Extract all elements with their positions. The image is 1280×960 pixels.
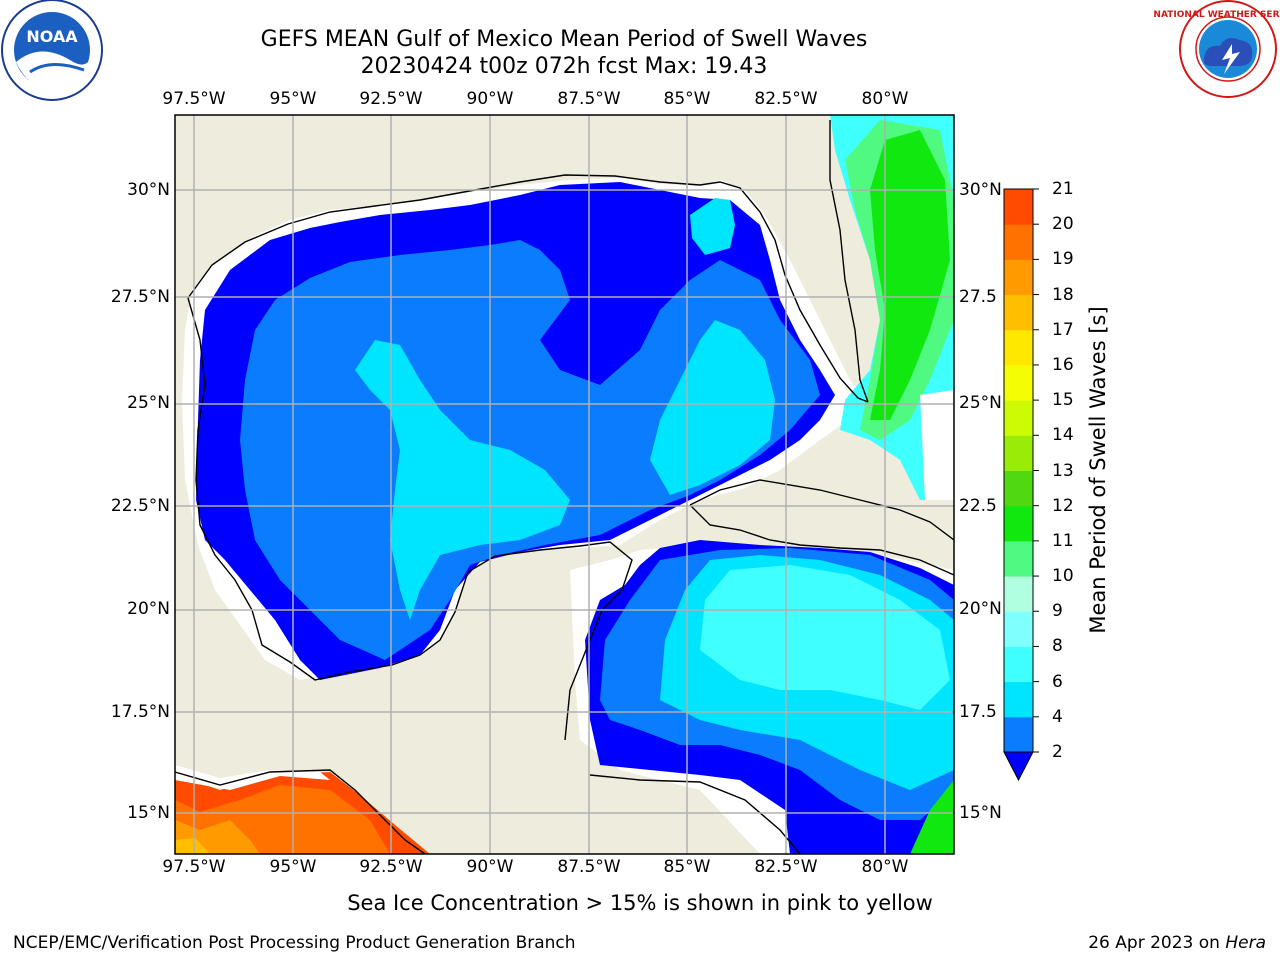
colorbar-segment <box>1004 470 1033 507</box>
lon-label-top: 92.5°W <box>359 89 423 109</box>
lon-label-top: 80°W <box>861 89 909 109</box>
colorbar-tick-label: 16 <box>1052 354 1074 375</box>
colorbar-segment <box>1004 576 1033 612</box>
lat-label-left: 15°N <box>127 803 170 823</box>
colorbar-segment <box>1004 505 1033 542</box>
colorbar-segment <box>1004 189 1033 225</box>
lat-label-left: 27.5°N <box>110 287 170 307</box>
colorbar-tick-label: 8 <box>1052 636 1063 657</box>
gulf-swell-4s-north <box>690 198 735 255</box>
colorbar-segment <box>1004 259 1033 296</box>
lon-label-top: 90°W <box>466 89 514 109</box>
lat-label-right: 25°N <box>959 393 1002 413</box>
map-gridlines <box>175 115 954 854</box>
colorbar-tick-label: 17 <box>1052 319 1074 340</box>
sea-ice-note: Sea Ice Concentration > 15% is shown in … <box>347 891 933 915</box>
map-frame <box>174 114 955 855</box>
colorbar-segment <box>1004 329 1033 366</box>
noaa-logo-icon: NOAA <box>1 0 103 101</box>
gulf-swell-4s-east <box>650 320 775 495</box>
colorbar-tick-label: 18 <box>1052 284 1074 305</box>
lon-label-bottom: 85°W <box>663 857 711 877</box>
lon-label-bottom: 92.5°W <box>359 857 423 877</box>
colorbar <box>1003 188 1039 782</box>
lon-label-bottom: 80°W <box>861 857 909 877</box>
lon-label-top: 95°W <box>269 89 317 109</box>
lon-label-bottom: 95°W <box>269 857 317 877</box>
footer-host: Hera <box>1225 933 1266 953</box>
caribbean-swell-6s <box>700 565 950 710</box>
colorbar-tick-label: 2 <box>1052 742 1063 762</box>
atlantic-swell-10s <box>870 130 950 420</box>
colorbar-tick-label: 12 <box>1052 495 1074 516</box>
lon-label-top: 87.5°W <box>557 89 621 109</box>
footer-date: 26 Apr 2023 on Hera <box>1088 933 1266 953</box>
colorbar-tick-label: 11 <box>1052 530 1074 551</box>
colorbar-extend-triangle <box>1003 751 1034 782</box>
colorbar-tick-label: 15 <box>1052 390 1074 411</box>
colorbar-tick-label: 10 <box>1052 566 1074 587</box>
colorbar-segment <box>1004 435 1033 471</box>
lat-label-left: 20°N <box>127 599 170 619</box>
pacific-east-swell-10s <box>910 780 954 854</box>
lon-label-bottom: 97.5°W <box>162 857 226 877</box>
colorbar-segment <box>1004 224 1033 260</box>
lat-label-right: 20°N <box>959 599 1002 619</box>
lon-label-top: 82.5°W <box>754 89 818 109</box>
colorbar-tick-label: 9 <box>1052 601 1063 622</box>
colorbar-segment <box>1004 294 1033 331</box>
map-subtitle: 20230424 t00z 072h fcst Max: 19.43 <box>360 54 768 79</box>
colorbar-segment <box>1004 611 1033 647</box>
lon-label-top: 85°W <box>663 89 711 109</box>
nws-logo-text: NATIONAL WEATHER SERVICE <box>1153 10 1280 20</box>
gulf-swell-4s-central <box>355 340 570 620</box>
map-panel <box>175 115 954 854</box>
colorbar-tick-label: 14 <box>1052 425 1074 446</box>
lat-label-left: 17.5°N <box>110 702 170 722</box>
colorbar-segment <box>1004 400 1033 436</box>
colorbar-segment <box>1004 681 1033 718</box>
colorbar-segment <box>1004 646 1033 683</box>
footer-date-text: 26 Apr 2023 on <box>1088 933 1226 953</box>
colorbar-segment <box>1004 540 1033 577</box>
colorbar-tick-label: 19 <box>1052 249 1074 270</box>
colorbar-tick-label: 6 <box>1052 671 1063 692</box>
colorbar-tick-label: 20 <box>1052 214 1074 235</box>
lon-label-bottom: 87.5°W <box>557 857 621 877</box>
colorbar-tick-label: 13 <box>1052 460 1074 481</box>
lat-label-right: 27.5 <box>959 287 997 307</box>
lat-label-right: 17.5 <box>959 702 997 722</box>
lat-label-left: 22.5°N <box>110 496 170 516</box>
footer-credit: NCEP/EMC/Verification Post Processing Pr… <box>13 933 576 953</box>
lon-label-bottom: 82.5°W <box>754 857 818 877</box>
pacific-swell-16s <box>175 838 210 854</box>
colorbar-tick-label: 4 <box>1052 706 1063 727</box>
map-title: GEFS MEAN Gulf of Mexico Mean Period of … <box>260 27 868 52</box>
coastlines <box>175 120 954 854</box>
colorbar-title: Mean Period of Swell Waves [s] <box>1086 306 1110 634</box>
lon-label-bottom: 90°W <box>466 857 514 877</box>
noaa-logo-text: NOAA <box>26 27 78 46</box>
colorbar-tick-label: 21 <box>1052 179 1074 199</box>
lat-label-left: 25°N <box>127 393 170 413</box>
nws-logo-icon: NATIONAL WEATHER SERVICE <box>1153 0 1280 98</box>
lat-label-right: 22.5 <box>959 496 997 516</box>
atlantic-nodata-strip <box>920 390 954 500</box>
colorbar-segment <box>1004 364 1033 401</box>
lon-label-top: 97.5°W <box>162 89 226 109</box>
lat-label-left: 30°N <box>127 180 170 200</box>
colorbar-segment <box>1004 716 1033 753</box>
lat-label-right: 30°N <box>959 180 1002 200</box>
lat-label-right: 15°N <box>959 803 1002 823</box>
